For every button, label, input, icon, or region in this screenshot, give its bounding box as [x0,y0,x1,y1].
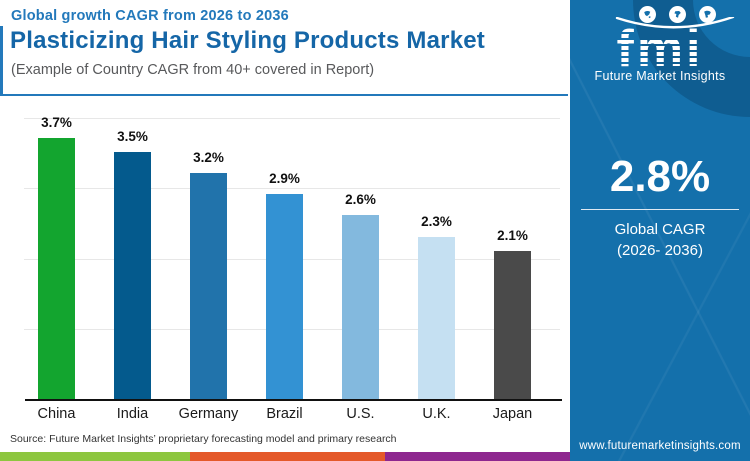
bar-value-label-germany: 3.2% [193,150,224,165]
header-divider-line [0,94,568,96]
bar-uk [418,237,455,399]
category-labels: China India Germany Brazil U.S. U.K. Japan [0,406,568,430]
bar-value-label-us: 2.6% [345,192,376,207]
bar-value-label-india: 3.5% [117,129,148,144]
global-cagr-value: 2.8% [609,152,711,201]
strip-purple [385,452,570,461]
category-label-japan: Japan [492,406,533,422]
category-label-china: China [37,406,76,422]
bar-brazil [266,194,303,399]
category-label-germany: Germany [178,406,239,422]
bar-us [342,215,379,399]
strip-green [0,452,190,461]
chart-note: (Example of Country CAGR from 40+ covere… [11,62,375,78]
bar-value-label-japan: 2.1% [497,228,528,243]
bar-germany [190,173,227,399]
bottom-color-strip [0,452,570,461]
globe-asia-icon [698,6,716,23]
bar-india [114,152,151,399]
x-axis-line [25,399,562,401]
fmi-logo: fmi Future Market Insights [570,6,750,83]
category-label-us: U.S. [346,406,375,422]
bar-chart: 3.7% 3.5% 3.2% 2.9% 2.6% 2.3% 2.1% China India G… [0,96,568,436]
fmi-logo-name: Future Market Insights [594,68,726,83]
logo-swoosh [600,15,750,36]
strip-orange [190,452,385,461]
globe-europe-icon [668,6,686,23]
category-label-uk: U.K. [422,406,451,422]
chart-title: Plasticizing Hair Styling Products Marke… [10,27,485,54]
stat-divider-line [581,209,739,210]
globe-americas-icon [638,6,656,23]
website-url: www.futuremarketinsights.com [579,440,741,452]
chart-subtitle: Global growth CAGR from 2026 to 2036 [11,8,289,24]
sidebar: fmi Future Market Insights 2.8% Global C… [570,0,750,461]
bar-value-label-uk: 2.3% [421,214,452,229]
bar-value-label-china: 3.7% [41,115,72,130]
fmi-logo-text: fmi [570,22,750,77]
global-cagr-label: Global CAGR (2026- 2036) [570,219,750,261]
header: Global growth CAGR from 2026 to 2036 Pla… [0,0,568,96]
globe-icons [570,6,750,23]
gridline-4pct [24,117,560,119]
category-label-brazil: Brazil [266,406,303,422]
global-cagr-label-line1: Global CAGR [614,221,706,238]
gridline-3pct [24,188,560,190]
plot-area: 3.7% 3.5% 3.2% 2.9% 2.6% 2.3% 2.1% [0,96,568,400]
source-note: Source: Future Market Insights’ propriet… [10,433,397,445]
bar-value-label-brazil: 2.9% [269,171,300,186]
category-label-india: India [116,406,149,422]
bar-china [38,138,75,399]
global-cagr-label-line2: (2026- 2036) [617,242,703,259]
bar-japan [494,251,531,399]
